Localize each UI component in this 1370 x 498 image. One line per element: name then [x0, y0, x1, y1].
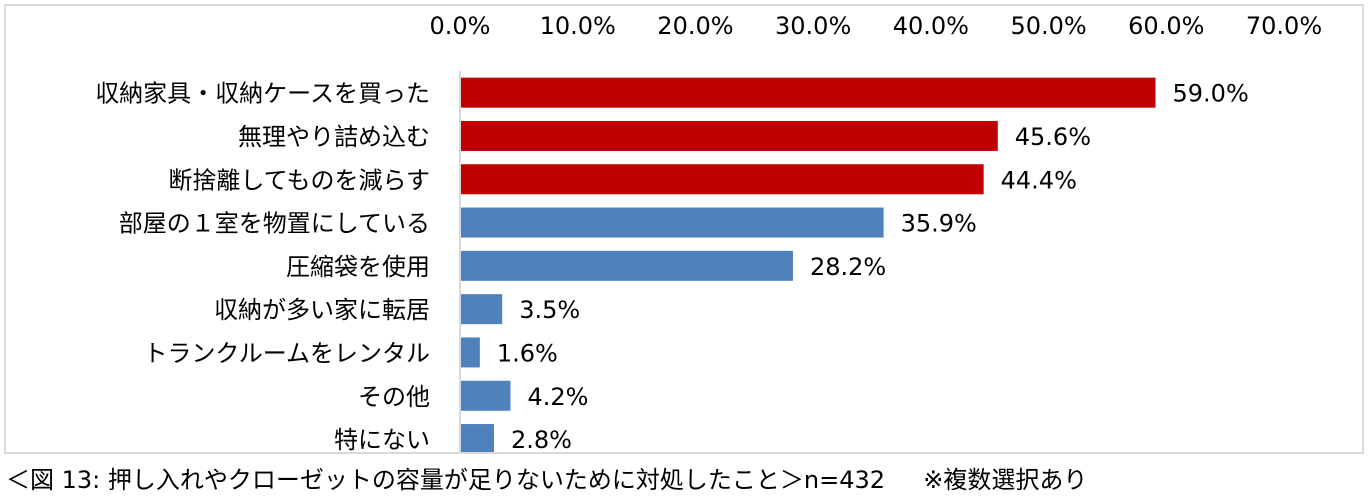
bar: [461, 250, 793, 281]
category-label: 特にない: [334, 426, 430, 452]
bar: [461, 120, 998, 151]
category-label: 無理やり詰め込む: [238, 123, 430, 151]
x-tick-label: 70.0%: [1246, 12, 1322, 40]
data-label: 4.2%: [527, 383, 588, 411]
category-label: 収納が多い家に転居: [214, 296, 430, 324]
caption-text: 押し入れやクローゼットの容量が足りないために対処したこと＞n=432: [107, 466, 886, 494]
bar: [461, 77, 1156, 108]
caption-figure-number: ＜図 13:: [6, 466, 101, 494]
data-label: 2.8%: [511, 426, 572, 452]
bar: [461, 424, 494, 452]
category-label: 圧縮袋を使用: [286, 253, 430, 281]
data-label: 1.6%: [497, 339, 558, 367]
data-label: 3.5%: [519, 296, 580, 324]
bar: [461, 294, 503, 325]
x-axis-ticks: 0.0% 10.0% 20.0% 30.0% 40.0% 50.0% 60.0% 70.0%: [430, 12, 1323, 40]
x-tick-label: 60.0%: [1128, 12, 1204, 40]
data-label: 59.0%: [1173, 80, 1249, 108]
category-label: 断捨離してものを減らす: [168, 166, 430, 194]
chart-frame: 0.0% 10.0% 20.0% 30.0% 40.0% 50.0% 60.0% 70.0% …: [4, 4, 1364, 454]
data-label: 35.9%: [901, 210, 977, 238]
bar: [461, 164, 984, 195]
category-label: その他: [358, 383, 430, 411]
bar: [461, 380, 511, 411]
x-tick-label: 50.0%: [1010, 12, 1086, 40]
x-tick-label: 30.0%: [775, 12, 851, 40]
x-tick-label: 0.0%: [430, 12, 491, 40]
data-labels: 59.0% 45.6% 44.4% 35.9% 28.2% 3.5% 1.6% 4.2% 2.8…: [497, 80, 1249, 452]
x-tick-label: 40.0%: [893, 12, 969, 40]
category-label: 収納家具・収納ケースを買った: [95, 80, 430, 108]
x-tick-label: 10.0%: [540, 12, 616, 40]
category-labels: 収納家具・収納ケースを買った無理やり詰め込む断捨離してものを減らす部屋の１室を物…: [95, 80, 430, 452]
data-label: 45.6%: [1015, 123, 1091, 151]
bar: [461, 337, 480, 368]
bars: [461, 77, 1156, 452]
bar-chart: 0.0% 10.0% 20.0% 30.0% 40.0% 50.0% 60.0% 70.0% …: [95, 12, 1323, 452]
category-label: 部屋の１室を物置にしている: [119, 210, 430, 238]
data-label: 28.2%: [810, 253, 886, 281]
caption-note: ※複数選択あり: [923, 466, 1088, 494]
category-label: トランクルームをレンタル: [143, 339, 430, 367]
figure-caption: ＜図 13: 押し入れやクローゼットの容量が足りないために対処したこと＞n=43…: [6, 460, 1087, 495]
bar: [461, 207, 884, 238]
data-label: 44.4%: [1001, 166, 1077, 194]
x-tick-label: 20.0%: [657, 12, 733, 40]
